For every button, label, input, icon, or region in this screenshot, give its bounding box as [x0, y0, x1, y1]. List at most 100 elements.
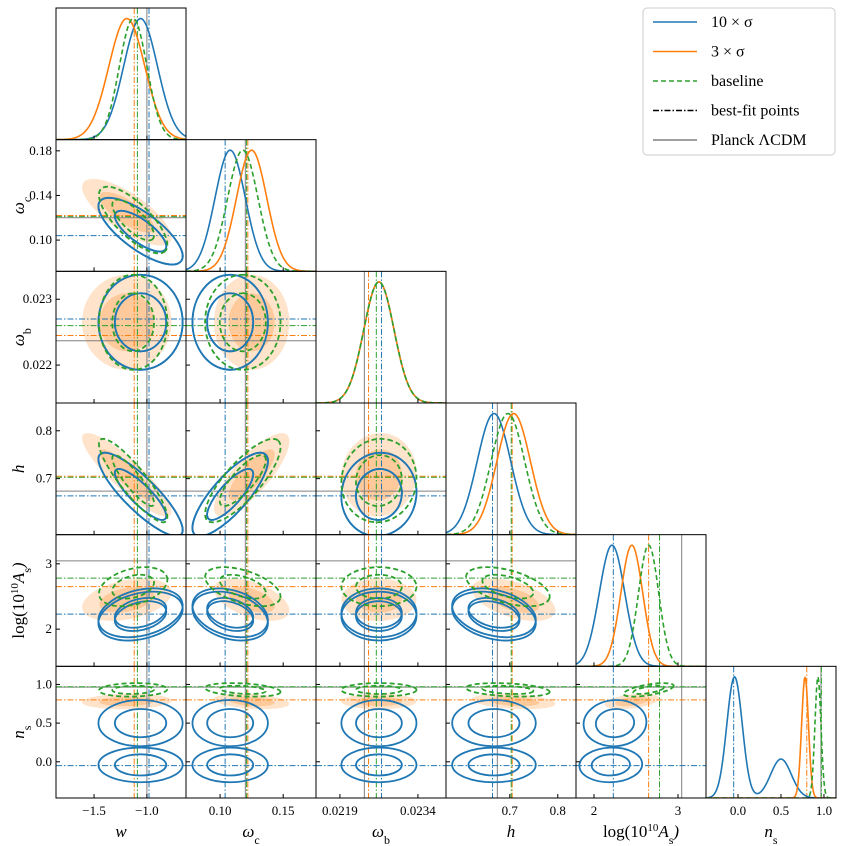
- label-part: s: [669, 833, 674, 846]
- contour: [451, 587, 537, 639]
- panel-content: [56, 666, 186, 798]
- contour: [206, 597, 255, 629]
- contour: [341, 578, 417, 621]
- contour: [99, 449, 155, 501]
- panel: [315, 665, 447, 799]
- contour: [465, 566, 551, 608]
- panel-content: [316, 403, 446, 535]
- legend-label: best-fit points: [711, 103, 799, 120]
- contour: [111, 454, 155, 507]
- label-part: ): [9, 562, 28, 569]
- y-tick-label: 0.0: [36, 754, 52, 769]
- label-part: ω: [9, 202, 28, 214]
- x-tick-label: 0.7: [502, 803, 519, 818]
- contour: [97, 587, 184, 639]
- contour: [340, 699, 418, 748]
- contour: [355, 454, 403, 507]
- label-part: c: [20, 197, 34, 202]
- contour: [467, 753, 521, 777]
- panel: [575, 534, 707, 667]
- label-part: h: [9, 465, 28, 474]
- marginal-curve: [576, 544, 706, 667]
- label-part: log(10: [603, 822, 647, 841]
- legend-label: 10 × σ: [711, 14, 753, 31]
- contour: [604, 693, 660, 710]
- panel: [445, 665, 577, 799]
- panel: [55, 270, 187, 404]
- panel: [55, 534, 187, 667]
- x-tick-label: 2: [591, 803, 598, 818]
- label-part: A: [657, 822, 669, 841]
- contour: [228, 696, 275, 707]
- contour: [355, 573, 403, 600]
- contour: [99, 293, 155, 352]
- contour: [615, 696, 649, 707]
- contour: [206, 708, 255, 739]
- y-tick-label: 0.14: [29, 187, 52, 202]
- label-part: b: [384, 833, 390, 846]
- label-part: 10: [647, 822, 659, 834]
- panel-content: [56, 8, 186, 140]
- contour: [213, 693, 290, 710]
- contour: [191, 273, 269, 371]
- x-tick-label: 1.0: [816, 803, 832, 818]
- marginal-curve: [316, 281, 446, 404]
- contour: [355, 684, 403, 695]
- contour: [228, 449, 275, 501]
- x-tick-label: 0.0234: [400, 803, 436, 818]
- contour: [632, 684, 665, 695]
- marginal-curve: [56, 17, 186, 140]
- y-axis-label: ωc: [9, 197, 34, 214]
- contour: [622, 682, 675, 698]
- panel-content: [706, 666, 836, 798]
- contour: [218, 454, 267, 507]
- panel-content: [186, 534, 316, 667]
- y-tick-label: 0.18: [29, 143, 52, 158]
- panel-content: [56, 534, 186, 667]
- contour: [191, 746, 269, 784]
- panel-content: [186, 666, 316, 798]
- label-part: s: [20, 725, 34, 730]
- panel: [185, 665, 317, 799]
- panel: [575, 665, 707, 799]
- contour: [206, 292, 255, 353]
- contour: [98, 273, 169, 371]
- panel-content: [316, 271, 446, 404]
- panel-content: [56, 271, 186, 403]
- x-tick-label: 0.0219: [322, 803, 358, 818]
- x-tick-label: 0.8: [550, 803, 566, 818]
- panel: [185, 270, 317, 404]
- legend-label: Planck ΛCDM: [711, 132, 807, 149]
- panel-content: [56, 139, 186, 272]
- contour: [582, 699, 648, 748]
- contour: [111, 198, 155, 242]
- contour: [594, 708, 636, 739]
- contour: [113, 597, 168, 629]
- contour: [451, 746, 537, 784]
- marginal-curve: [56, 17, 186, 140]
- contour: [191, 699, 269, 748]
- x-axis-label: ωb: [372, 822, 390, 846]
- marginal-curve: [186, 149, 316, 272]
- x-axis-label: ns: [764, 822, 778, 846]
- contour: [340, 566, 418, 608]
- label-part: w: [115, 822, 127, 841]
- label-part: c: [254, 833, 259, 846]
- label-part: ω: [372, 822, 384, 841]
- panel: [445, 402, 577, 536]
- panel: [445, 534, 577, 667]
- panel-content: [446, 534, 576, 667]
- x-tick-label: 0.10: [209, 803, 232, 818]
- contour: [218, 292, 267, 353]
- panel: [315, 534, 447, 667]
- y-tick-label: 0.8: [36, 423, 52, 438]
- contour: [218, 573, 267, 600]
- marginal-curve: [56, 17, 186, 140]
- label-part: ω: [242, 822, 254, 841]
- panel-content: [446, 403, 576, 535]
- contour: [467, 597, 521, 629]
- label-part: n: [764, 822, 773, 841]
- x-axis-label: ωc: [242, 822, 259, 846]
- label-part: s: [773, 833, 778, 846]
